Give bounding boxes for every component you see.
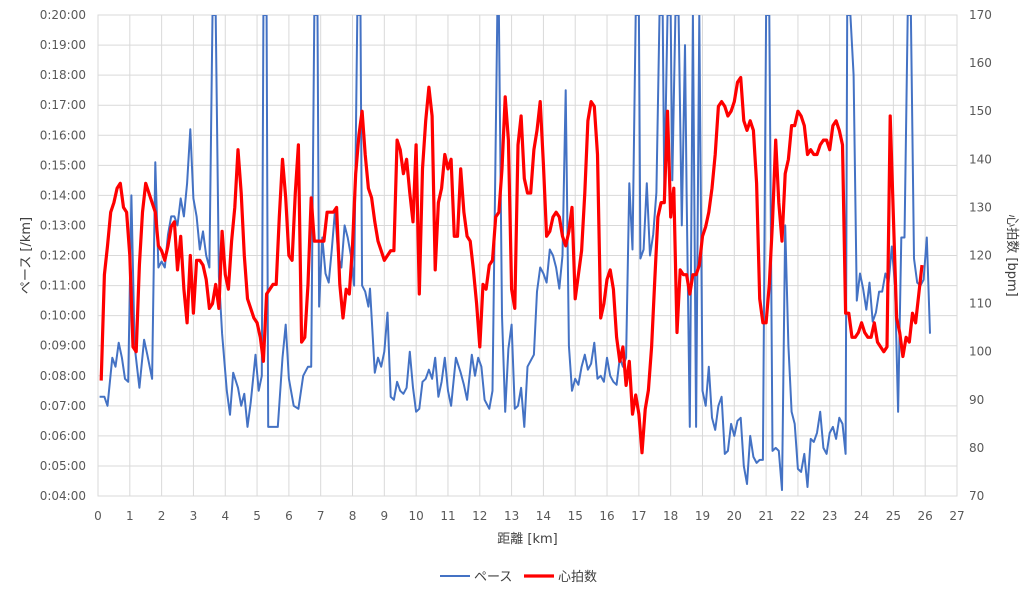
- right-axis-title: 心拍数 [bpm]: [1004, 214, 1019, 296]
- y-right-tick-label: 170: [969, 8, 992, 22]
- y-left-tick-label: 0:14:00: [40, 188, 86, 202]
- y-left-tick-label: 0:13:00: [40, 218, 86, 232]
- y-right-tick-label: 110: [969, 297, 992, 311]
- x-tick-label: 11: [440, 509, 455, 523]
- x-tick-label: 16: [599, 509, 614, 523]
- y-left-tick-label: 0:19:00: [40, 38, 86, 52]
- y-left-tick-label: 0:08:00: [40, 369, 86, 383]
- x-tick-label: 14: [536, 509, 551, 523]
- x-tick-label: 26: [918, 509, 933, 523]
- x-tick-label: 13: [504, 509, 519, 523]
- x-tick-label: 22: [790, 509, 805, 523]
- series-line-heart-rate: [99, 75, 924, 455]
- y-right-tick-label: 120: [969, 249, 992, 263]
- y-left-tick-label: 0:06:00: [40, 429, 86, 443]
- y-left-tick-label: 0:17:00: [40, 98, 86, 112]
- x-tick-label: 7: [317, 509, 325, 523]
- y-right-tick-label: 100: [969, 345, 992, 359]
- x-tick-label: 24: [854, 509, 869, 523]
- y-right-tick-label: 140: [969, 152, 992, 166]
- y-left-tick-label: 0:20:00: [40, 8, 86, 22]
- series-layer: [99, 15, 931, 491]
- x-tick-label: 21: [758, 509, 773, 523]
- legend: ペース 心拍数: [440, 570, 597, 585]
- x-tick-label: 8: [349, 509, 357, 523]
- y-right-tick-label: 150: [969, 104, 992, 118]
- y-right-tick-label: 130: [969, 200, 992, 214]
- y-left-tick-label: 0:18:00: [40, 68, 86, 82]
- y-left-tick-label: 0:12:00: [40, 249, 86, 263]
- x-axis-title: 距離 [km]: [497, 532, 557, 547]
- y-right-tick-label: 80: [969, 441, 984, 455]
- x-tick-label: 27: [949, 509, 964, 523]
- y-left-tick-label: 0:07:00: [40, 399, 86, 413]
- y-left-tick-label: 0:16:00: [40, 128, 86, 142]
- x-tick-label: 12: [472, 509, 487, 523]
- y-left-tick-label: 0:09:00: [40, 339, 86, 353]
- x-tick-label: 5: [253, 509, 261, 523]
- y-left-tick-label: 0:10:00: [40, 309, 86, 323]
- left-axis-title: ペース [/km]: [19, 217, 34, 294]
- x-tick-label: 4: [221, 509, 229, 523]
- y-left-tick-label: 0:05:00: [40, 459, 86, 473]
- x-tick-label: 0: [94, 509, 102, 523]
- legend-label-pace: ペース: [474, 570, 512, 585]
- y-left-tick-label: 0:04:00: [40, 489, 86, 503]
- x-tick-label: 9: [381, 509, 389, 523]
- x-tick-label: 20: [727, 509, 742, 523]
- y-left-tick-label: 0:11:00: [40, 279, 86, 293]
- series-line-pace: [99, 15, 931, 491]
- y-right-tick-label: 160: [969, 56, 992, 70]
- y-right-tick-label: 70: [969, 489, 984, 503]
- x-tick-label: 19: [695, 509, 710, 523]
- legend-label-heart-rate: 心拍数: [558, 570, 597, 585]
- x-tick-label: 3: [190, 509, 198, 523]
- y-right-tick-label: 90: [969, 393, 984, 407]
- x-tick-label: 6: [285, 509, 293, 523]
- x-tick-label: 2: [158, 509, 166, 523]
- x-tick-label: 10: [409, 509, 424, 523]
- x-tick-label: 15: [568, 509, 583, 523]
- x-tick-label: 17: [631, 509, 646, 523]
- y-left-tick-label: 0:15:00: [40, 158, 86, 172]
- x-tick-label: 25: [886, 509, 901, 523]
- plot-area-border: [97, 14, 958, 497]
- tick-labels: 0 1 2 3 4 5 6 7 8 9 10 11 12 13 14 15 16 17 18 19 20 21 22 23 24…: [40, 8, 992, 523]
- x-tick-label: 18: [663, 509, 678, 523]
- x-tick-label: 23: [822, 509, 837, 523]
- x-tick-label: 1: [126, 509, 134, 523]
